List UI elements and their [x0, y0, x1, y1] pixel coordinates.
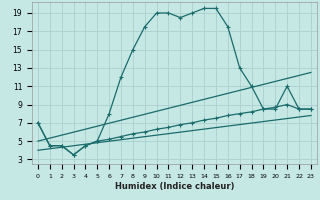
X-axis label: Humidex (Indice chaleur): Humidex (Indice chaleur): [115, 182, 234, 191]
